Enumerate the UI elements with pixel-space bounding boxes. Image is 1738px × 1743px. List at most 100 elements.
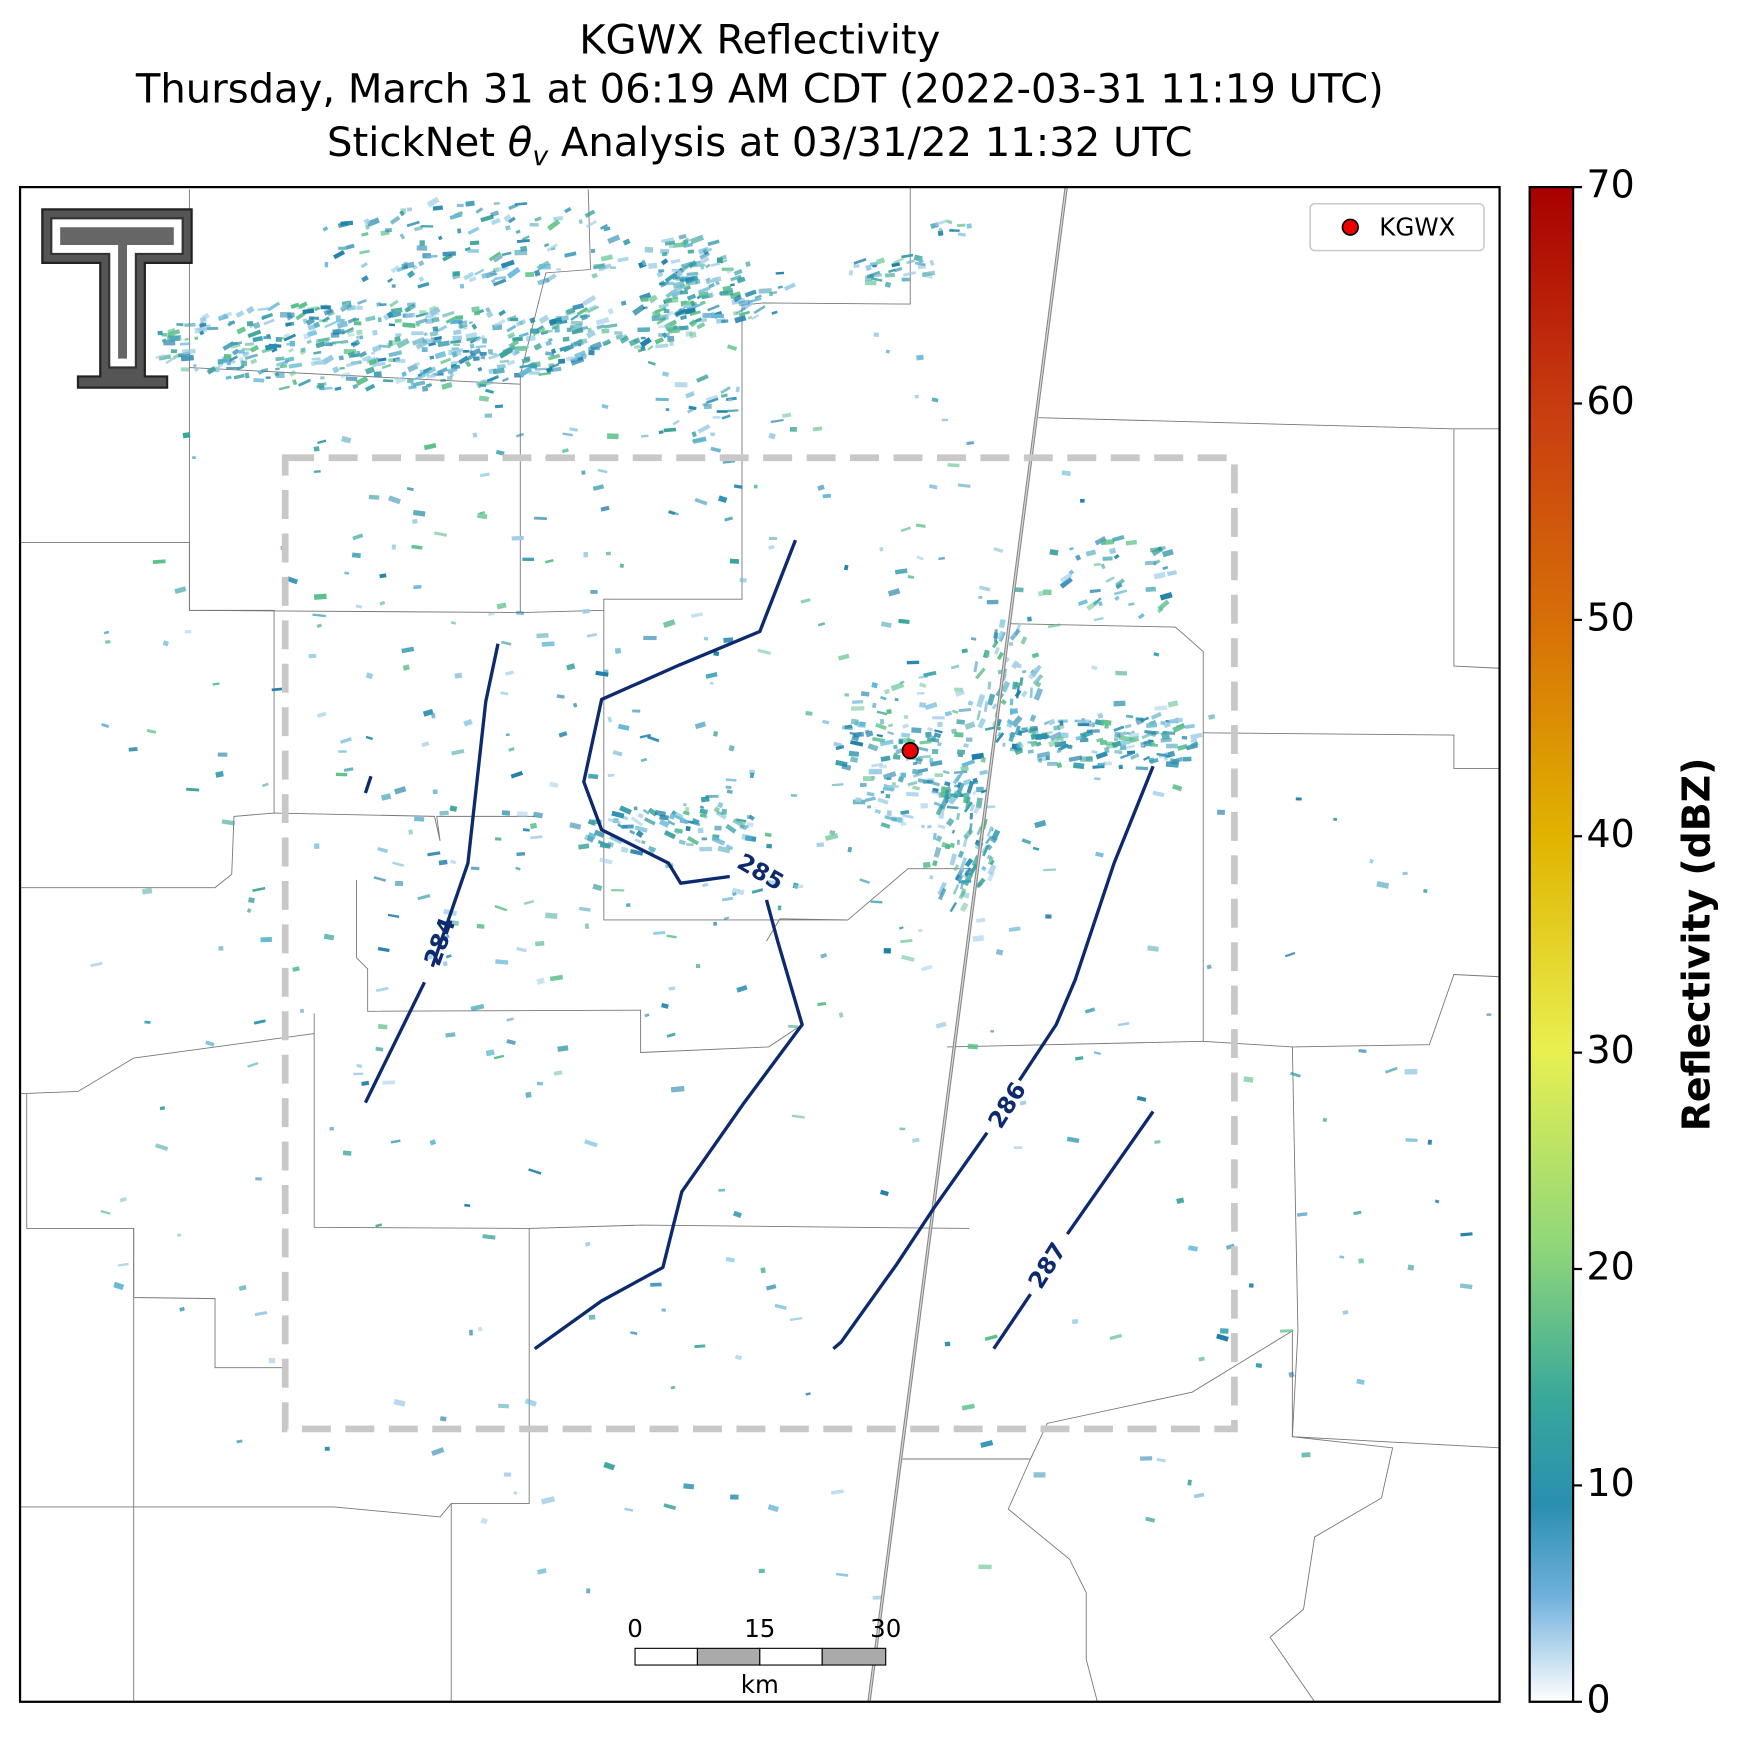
echo: [408, 829, 414, 835]
echo: [690, 612, 704, 618]
echo: [564, 251, 577, 258]
echo: [670, 1085, 685, 1093]
echo: [887, 730, 895, 736]
echo: [1075, 554, 1082, 561]
echo: [1100, 719, 1112, 726]
echo: [184, 323, 196, 327]
echo: [358, 350, 368, 358]
echo: [1013, 1146, 1023, 1149]
echo: [1182, 756, 1192, 762]
echo: [167, 335, 181, 341]
echo: [1002, 742, 1006, 747]
echo: [885, 793, 891, 799]
echo: [950, 664, 960, 670]
echo: [712, 276, 722, 283]
echo: [347, 351, 356, 359]
echo: [919, 702, 926, 708]
echo: [218, 946, 224, 951]
echo: [630, 849, 644, 856]
echo: [514, 349, 521, 356]
echo: [969, 803, 976, 812]
echo: [686, 271, 699, 277]
echo: [508, 216, 516, 224]
echo: [1066, 744, 1073, 750]
echo: [477, 1326, 483, 1332]
echo: [553, 216, 564, 222]
echo: [647, 735, 660, 743]
echo: [1172, 722, 1186, 733]
echo: [887, 784, 899, 788]
echo: [1113, 700, 1126, 707]
echo: [872, 273, 882, 278]
echo: [632, 709, 641, 713]
echo: [683, 1483, 695, 1490]
echo: [684, 275, 695, 282]
echo: [872, 736, 886, 743]
echo: [423, 442, 437, 451]
echo: [952, 709, 959, 714]
echo: [389, 299, 399, 308]
echo: [987, 681, 992, 690]
echo: [500, 691, 509, 696]
echo: [640, 346, 646, 352]
echo: [288, 347, 294, 353]
echo: [1290, 1071, 1301, 1078]
echo: [701, 882, 709, 888]
echo: [244, 372, 250, 379]
echo: [469, 240, 480, 246]
echo: [515, 319, 527, 327]
echo: [1019, 1100, 1027, 1106]
echo: [601, 403, 609, 410]
echo: [90, 961, 103, 968]
echo: [1011, 660, 1020, 670]
echo: [735, 307, 746, 315]
echo: [864, 796, 876, 803]
echo: [1206, 964, 1212, 970]
echo: [401, 646, 415, 654]
echo: [391, 312, 402, 318]
echo: [119, 1196, 127, 1203]
echo: [165, 357, 175, 365]
echo: [391, 284, 396, 288]
echo: [736, 985, 748, 993]
echo: [978, 596, 983, 599]
echo: [853, 264, 860, 268]
echo: [472, 356, 480, 362]
echo: [1030, 733, 1036, 741]
echo: [644, 246, 654, 253]
legend-box: [1309, 202, 1485, 252]
echo: [1162, 565, 1169, 571]
echo: [421, 347, 428, 353]
echo: [841, 763, 852, 771]
echo: [946, 805, 959, 810]
map-frame: [18, 185, 1501, 1703]
echo: [967, 1043, 978, 1050]
echo: [659, 316, 667, 321]
echo: [738, 310, 750, 317]
echo: [893, 266, 903, 273]
echo: [1159, 591, 1173, 601]
echo: [1184, 723, 1195, 730]
echo: [474, 268, 485, 276]
echo: [417, 260, 425, 267]
echo: [578, 906, 591, 912]
echo: [593, 263, 606, 270]
echo: [481, 272, 490, 279]
echo: [1113, 737, 1119, 742]
echo: [643, 817, 656, 826]
echo: [949, 229, 960, 232]
echo: [697, 424, 711, 434]
echo: [723, 637, 734, 643]
echo: [252, 336, 264, 343]
echo: [1166, 570, 1178, 577]
echo: [944, 781, 951, 787]
echo: [217, 357, 229, 365]
echo: [507, 332, 516, 339]
echo: [783, 282, 796, 291]
echo: [236, 1439, 243, 1444]
echo: [529, 222, 539, 227]
contour-line: [533, 539, 804, 1351]
echo: [192, 456, 196, 460]
colorbar-tick-label: 30: [1586, 1028, 1634, 1072]
echo: [569, 323, 583, 331]
